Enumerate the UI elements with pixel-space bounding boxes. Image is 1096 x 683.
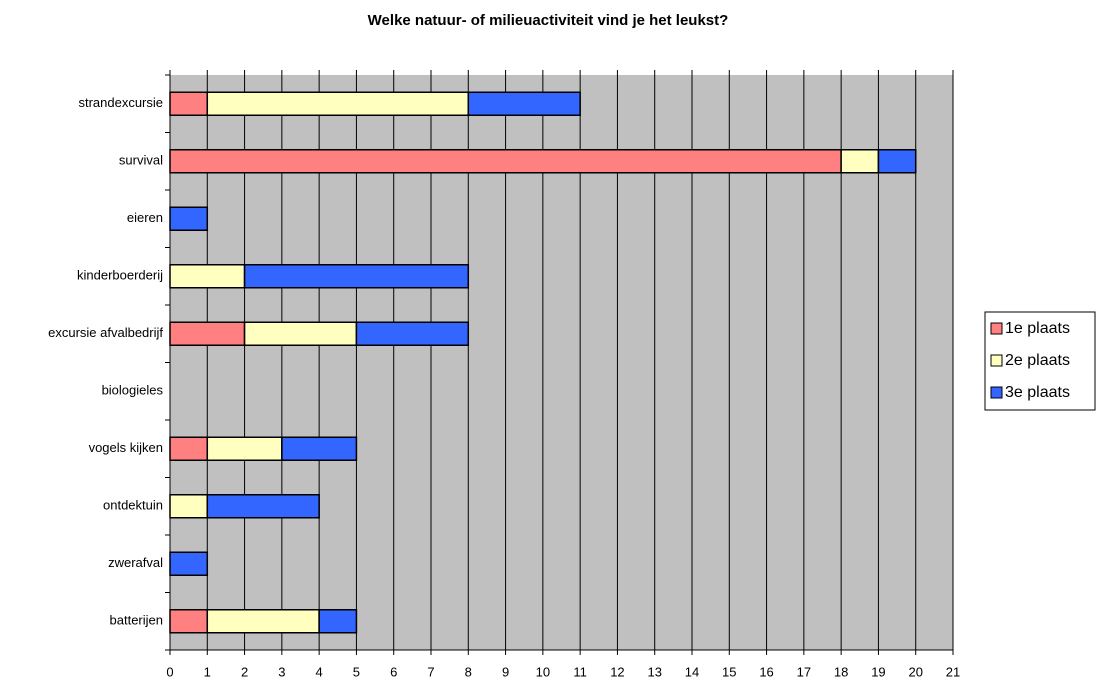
x-tick-label: 5 [353, 664, 360, 679]
x-tick-label: 8 [465, 664, 472, 679]
x-tick-label: 14 [685, 664, 699, 679]
x-tick-label: 16 [759, 664, 773, 679]
bar-segment [243, 264, 470, 289]
x-tick-label: 12 [610, 664, 624, 679]
bar-segment [243, 321, 358, 346]
bar-segment [169, 551, 209, 576]
x-tick-label: 1 [204, 664, 211, 679]
bar-segment [206, 91, 470, 116]
x-tick-label: 7 [427, 664, 434, 679]
bar-segment [169, 91, 209, 116]
legend-label: 3e plaats [1005, 384, 1070, 401]
bar-segment [169, 609, 209, 634]
x-tick-label: 3 [278, 664, 285, 679]
bar-segment [355, 321, 470, 346]
bar-segment [840, 149, 880, 174]
bar-segment [877, 149, 917, 174]
bar-segment [281, 436, 358, 461]
bar-segment [169, 206, 209, 231]
legend-swatch [990, 354, 1003, 367]
x-tick-label: 20 [908, 664, 922, 679]
bar-segment [206, 436, 283, 461]
x-tick-label: 21 [946, 664, 960, 679]
y-tick-label: batterijen [110, 613, 163, 628]
legend-swatch [990, 322, 1003, 335]
bar-segment [169, 436, 209, 461]
y-tick-label: survival [119, 153, 163, 168]
x-tick-label: 11 [573, 664, 587, 679]
x-tick-label: 6 [390, 664, 397, 679]
x-tick-label: 2 [241, 664, 248, 679]
y-tick-label: kinderboerderij [77, 268, 163, 283]
x-tick-label: 10 [536, 664, 550, 679]
x-tick-label: 18 [834, 664, 848, 679]
x-tick-label: 17 [797, 664, 811, 679]
bar-segment [169, 149, 842, 174]
y-tick-label: vogels kijken [89, 440, 163, 455]
bar-segment [169, 264, 246, 289]
legend-label: 1e plaats [1005, 320, 1070, 337]
legend-label: 2e plaats [1005, 352, 1070, 369]
legend-swatch [990, 386, 1003, 399]
y-tick-label: biologieles [102, 383, 164, 398]
bar-segment [169, 494, 209, 519]
bar-segment [169, 321, 246, 346]
y-tick-label: excursie afvalbedrijf [48, 325, 163, 340]
bar-segment [206, 609, 320, 634]
bar-segment [318, 609, 358, 634]
y-tick-label: eieren [127, 210, 163, 225]
y-tick-label: zwerafval [108, 555, 163, 570]
x-tick-label: 4 [316, 664, 323, 679]
bar-segment [467, 91, 581, 116]
y-tick-label: strandexcursie [78, 95, 163, 110]
x-tick-label: 15 [722, 664, 736, 679]
bar-segment [206, 494, 320, 519]
legend-box [984, 311, 1096, 411]
chart-title: Welke natuur- of milieuactiviteit vind j… [368, 12, 729, 29]
x-tick-label: 13 [647, 664, 661, 679]
x-tick-label: 9 [502, 664, 509, 679]
x-tick-label: 0 [166, 664, 173, 679]
x-tick-label: 19 [871, 664, 885, 679]
y-tick-label: ontdektuin [103, 498, 163, 513]
